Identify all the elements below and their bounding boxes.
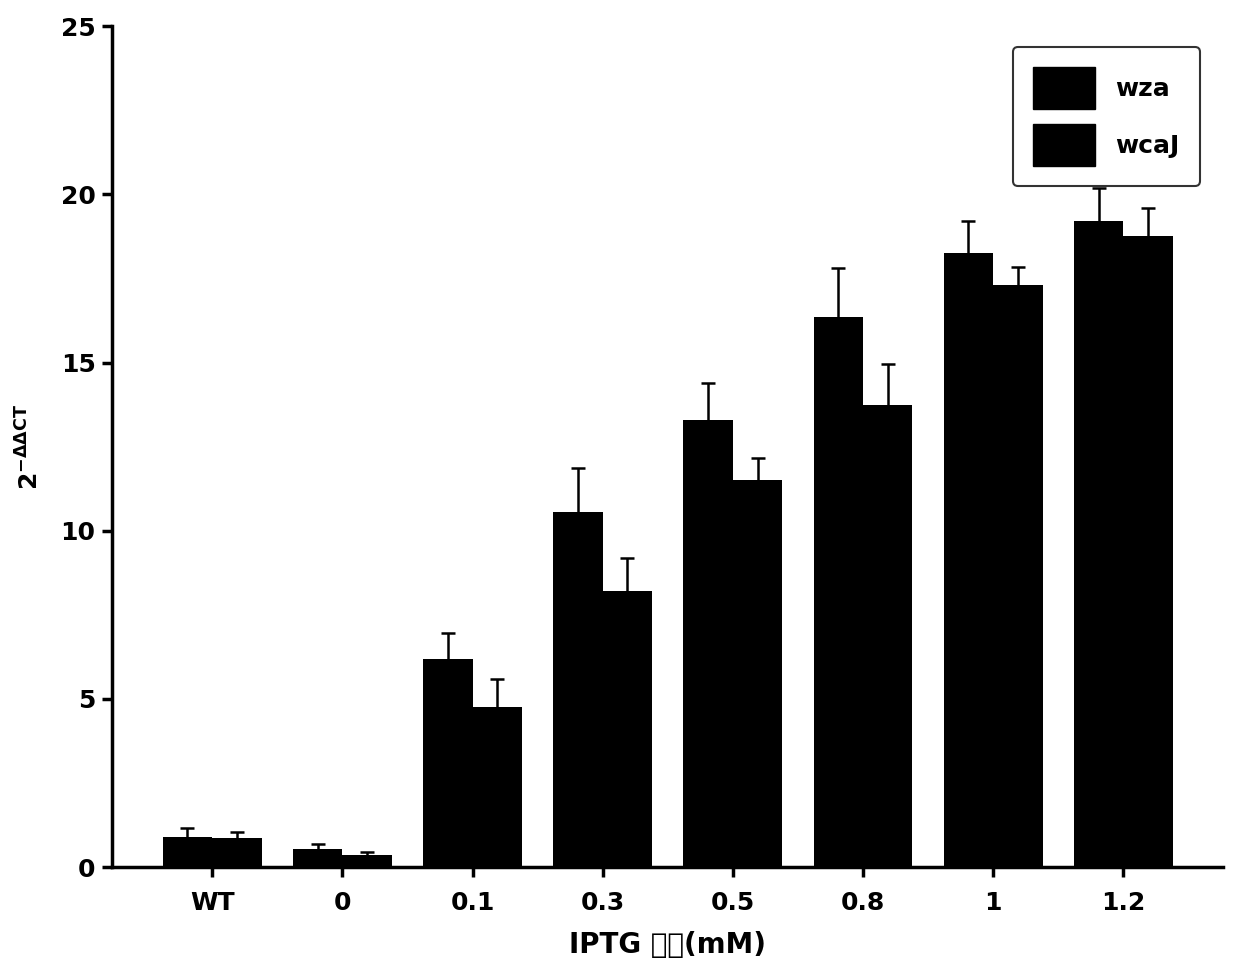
Bar: [683, 420, 733, 867]
X-axis label: IPTG 浓度(mM): IPTG 浓度(mM): [569, 931, 766, 959]
Bar: [863, 405, 913, 867]
Bar: [342, 855, 392, 867]
Bar: [162, 836, 212, 867]
Bar: [944, 253, 993, 867]
Bar: [813, 317, 863, 867]
Bar: [293, 848, 342, 867]
Bar: [1123, 236, 1173, 867]
Bar: [212, 838, 262, 867]
Bar: [603, 591, 652, 867]
Bar: [423, 659, 472, 867]
Bar: [1074, 222, 1123, 867]
Y-axis label: $\mathbf{2^{-\Delta\Delta CT}}$: $\mathbf{2^{-\Delta\Delta CT}}$: [16, 403, 43, 490]
Bar: [733, 480, 782, 867]
Bar: [553, 512, 603, 867]
Legend: wza, wcaJ: wza, wcaJ: [1013, 47, 1200, 185]
Bar: [472, 708, 522, 867]
Bar: [993, 285, 1043, 867]
